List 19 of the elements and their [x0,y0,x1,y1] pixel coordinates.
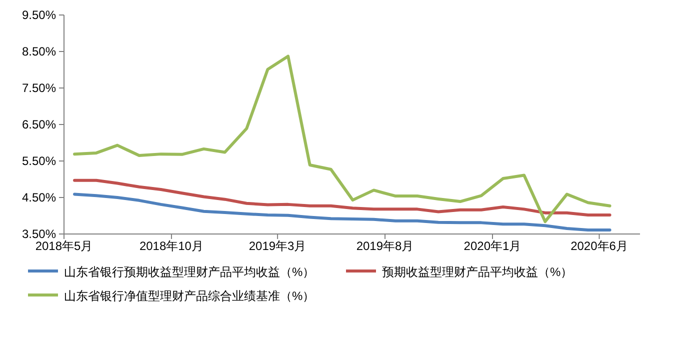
line-series [73,192,612,232]
line-series [73,178,612,217]
y-tick-label: 3.50% [22,227,56,241]
y-tick-label: 8.50% [22,44,56,58]
x-tick-label: 2018年10月 [139,239,204,253]
y-tick-label: 5.50% [22,154,56,168]
legend-label: 山东省银行净值型理财产品综合业绩基准（%） [64,289,315,303]
x-tick-label: 2019年8月 [356,239,414,253]
x-tick-label: 2019年3月 [248,239,306,253]
y-tick-label: 6.50% [22,118,56,132]
y-tick-label: 7.50% [22,81,56,95]
legend-label: 预期收益型理财产品平均收益（%） [382,265,573,279]
x-tick-label: 2018年5月 [35,239,93,253]
line-series [73,54,612,224]
legend-label: 山东省银行预期收益型理财产品平均收益（%） [64,265,315,279]
x-tick-label: 2020年6月 [570,239,628,253]
x-tick-label: 2020年1月 [464,239,522,253]
y-tick-label: 4.50% [22,190,56,204]
y-tick-label: 9.50% [22,8,56,22]
